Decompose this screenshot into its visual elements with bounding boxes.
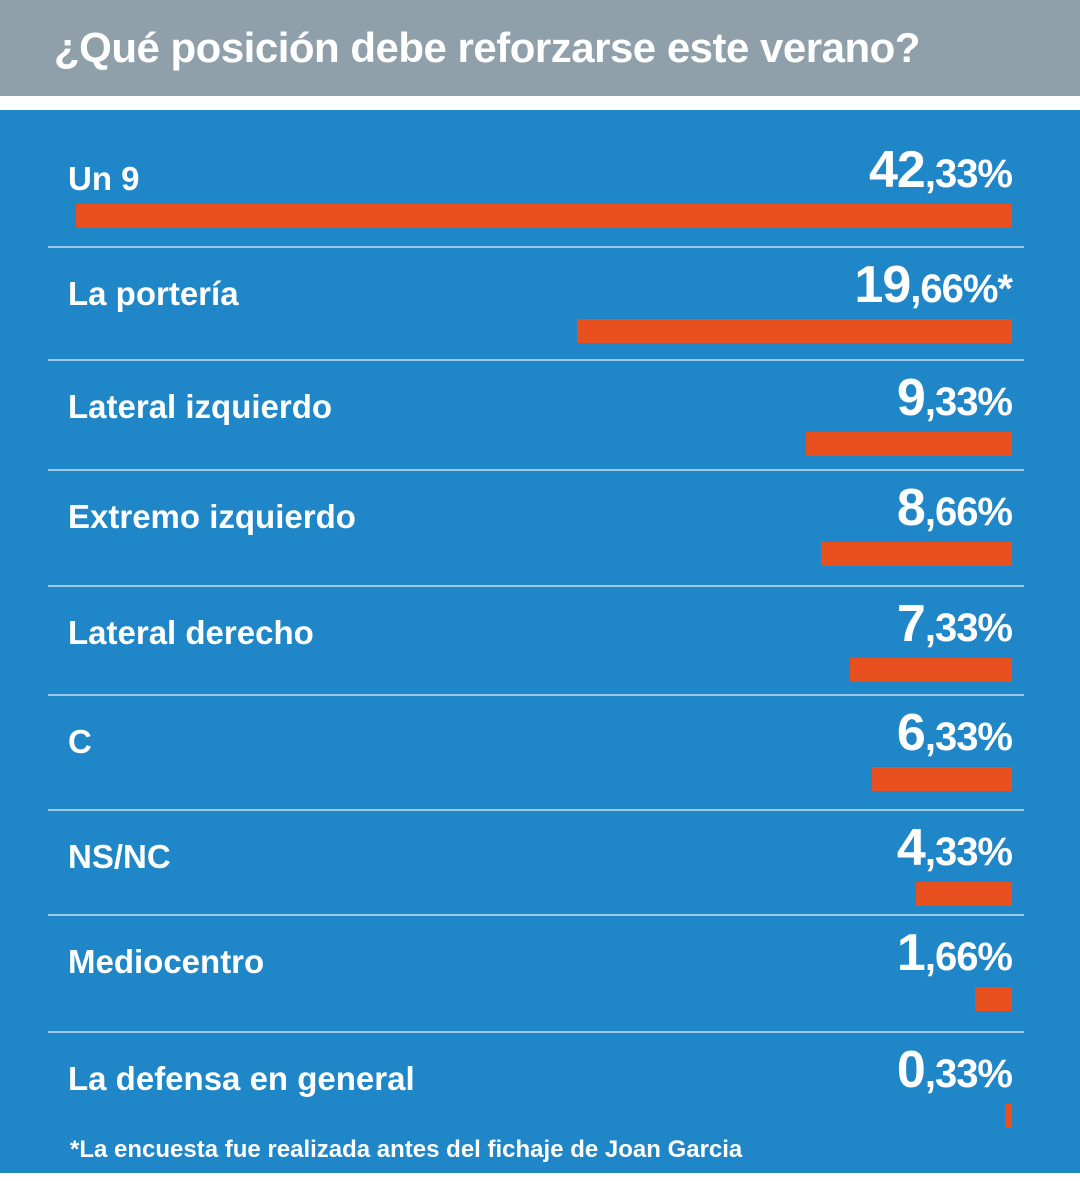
value-label: 0,33% [896, 1040, 1013, 1100]
bar-row: La portería 19,66%* [48, 247, 1024, 361]
value-label: 6,33% [896, 703, 1013, 763]
bottom-border [0, 1173, 1080, 1181]
category-label: Un 9 [68, 160, 140, 197]
value-integer: 0 [896, 1041, 926, 1099]
category-label: C [68, 723, 92, 760]
value-integer: 1 [896, 924, 926, 982]
value-decimal: ,33% [924, 380, 1013, 424]
row-divider [48, 585, 1024, 587]
bar [821, 542, 1012, 566]
bar-row: Lateral derecho 7,33% [48, 586, 1024, 698]
value-integer: 6 [896, 704, 926, 762]
value-decimal: ,66% [924, 935, 1013, 979]
bar-row: C 6,33% [48, 695, 1024, 811]
bar [872, 767, 1012, 791]
value-integer: 8 [896, 479, 926, 537]
row-divider [48, 246, 1024, 248]
bar [76, 204, 1012, 228]
value-decimal: ,33% [924, 606, 1013, 650]
value-integer: 42 [868, 141, 926, 199]
bar [916, 882, 1012, 906]
category-label: Mediocentro [68, 943, 265, 980]
row-divider [48, 809, 1024, 811]
bar-row: NS/NC 4,33% [48, 810, 1024, 922]
value-label: 42,33% [868, 140, 1013, 200]
value-integer: 9 [896, 369, 926, 427]
bar-row: Lateral izquierdo 9,33% [48, 360, 1024, 472]
category-label: La defensa en general [68, 1060, 415, 1097]
bar [975, 987, 1012, 1011]
bar-row: Extremo izquierdo 8,66% [48, 470, 1024, 587]
value-decimal: ,33% [924, 152, 1013, 196]
bar-row: Mediocentro 1,66% [48, 915, 1024, 1033]
category-label: Lateral derecho [68, 614, 314, 651]
row-divider [48, 469, 1024, 471]
row-divider [48, 1031, 1024, 1033]
chart-panel: Un 9 42,33% La portería 19,66%* Lateral izqu… [0, 110, 1080, 1173]
value-label: 4,33% [896, 818, 1013, 878]
row-divider [48, 359, 1024, 361]
value-decimal: ,33% [924, 715, 1013, 759]
category-label: La portería [68, 275, 239, 312]
category-label: Extremo izquierdo [68, 498, 356, 535]
value-label: 1,66% [896, 923, 1013, 983]
value-label: 8,66% [896, 478, 1013, 538]
value-label: 19,66%* [854, 255, 1013, 315]
bar [577, 319, 1012, 343]
category-label: NS/NC [68, 838, 171, 875]
bar-row: La defensa en general 0,33% [48, 1032, 1024, 1144]
value-decimal: ,66% [924, 490, 1013, 534]
category-label: Lateral izquierdo [68, 388, 333, 425]
bar [850, 658, 1012, 682]
value-integer: 7 [896, 595, 926, 653]
value-decimal: ,33% [924, 830, 1013, 874]
bar [1005, 1104, 1012, 1128]
value-decimal: ,66%* [910, 267, 1013, 311]
header-bar: ¿Qué posición debe reforzarse este veran… [0, 0, 1080, 96]
value-label: 7,33% [896, 594, 1013, 654]
value-decimal: ,33% [924, 1052, 1013, 1096]
bar [806, 432, 1012, 456]
footnote: *La encuesta fue realizada antes del fic… [70, 1136, 743, 1163]
bar-row: Un 9 42,33% [48, 132, 1024, 248]
row-divider [48, 914, 1024, 916]
bar-rows: Un 9 42,33% La portería 19,66%* Lateral izqu… [0, 110, 1080, 1173]
value-integer: 19 [854, 256, 911, 314]
row-divider [48, 694, 1024, 696]
value-integer: 4 [896, 819, 926, 877]
chart-title: ¿Qué posición debe reforzarse este veran… [54, 24, 920, 71]
value-label: 9,33% [896, 368, 1013, 428]
